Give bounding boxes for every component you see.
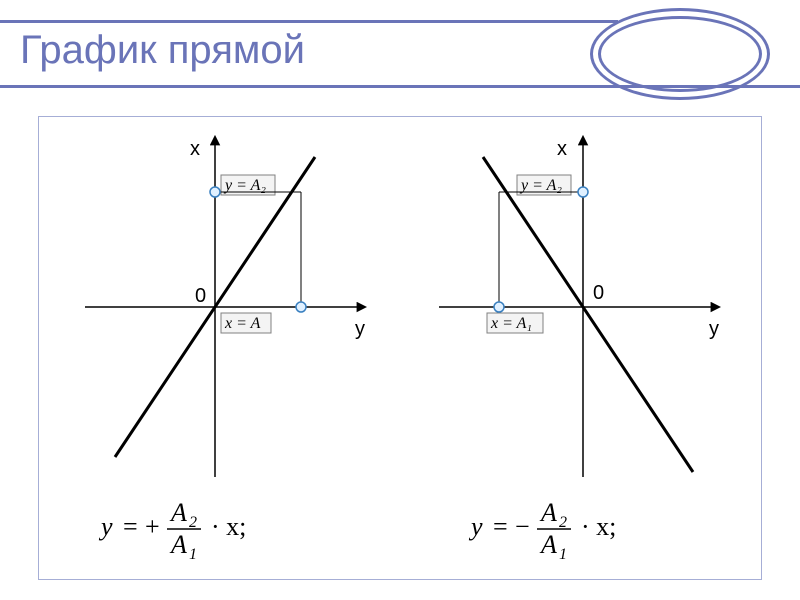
- plot-left-svg: y = A₂ x = A x y 0 y = + A 2 A: [45, 117, 385, 577]
- svg-text:y: y: [468, 512, 483, 541]
- svg-text:=: =: [123, 512, 138, 541]
- title-band: График прямой: [0, 20, 800, 88]
- plot-negative-slope: y = A₂ x = A₁ x y 0 y = − A 2 A 1 · x;: [409, 117, 749, 577]
- x-axis-label: x: [190, 138, 200, 160]
- plot-positive-slope: y = A₂ x = A x y 0 y = + A 2 A: [45, 117, 385, 577]
- x-axis-label: x: [557, 138, 567, 160]
- svg-text:−: −: [515, 512, 530, 541]
- marker-x-intercept: [494, 302, 504, 312]
- svg-text:A: A: [169, 498, 187, 527]
- marker-x-intercept: [296, 302, 306, 312]
- svg-text:· x;: · x;: [211, 512, 246, 541]
- title-rule-top: [0, 20, 618, 23]
- formula: y = − A 2 A 1 · x;: [468, 498, 616, 563]
- eq-y-label: y = A₂: [519, 177, 562, 194]
- plot-right-svg: y = A₂ x = A₁ x y 0 y = − A 2 A 1 · x;: [409, 117, 749, 577]
- y-axis-label: y: [709, 318, 719, 340]
- y-axis-label: y: [355, 318, 365, 340]
- svg-text:1: 1: [189, 546, 197, 563]
- title-rule-bottom: [0, 85, 800, 88]
- eq-x-label: x = A₁: [490, 315, 532, 332]
- eq-x-label: x = A: [224, 315, 261, 332]
- page-title: График прямой: [20, 28, 305, 73]
- svg-text:1: 1: [559, 546, 567, 563]
- svg-text:=: =: [493, 512, 508, 541]
- formula: y = + A 2 A 1 · x;: [98, 498, 246, 563]
- marker-y-intercept: [210, 187, 220, 197]
- content-frame: y = A₂ x = A x y 0 y = + A 2 A: [38, 116, 762, 580]
- origin-label: 0: [195, 285, 206, 307]
- marker-y-intercept: [578, 187, 588, 197]
- svg-text:+: +: [145, 512, 160, 541]
- eq-y-label: y = A₂: [223, 177, 266, 194]
- svg-text:A: A: [539, 530, 557, 559]
- origin-label: 0: [593, 282, 604, 304]
- svg-text:· x;: · x;: [581, 512, 616, 541]
- title-oval-inner: [598, 16, 762, 92]
- svg-text:y: y: [98, 512, 113, 541]
- svg-text:A: A: [169, 530, 187, 559]
- svg-text:A: A: [539, 498, 557, 527]
